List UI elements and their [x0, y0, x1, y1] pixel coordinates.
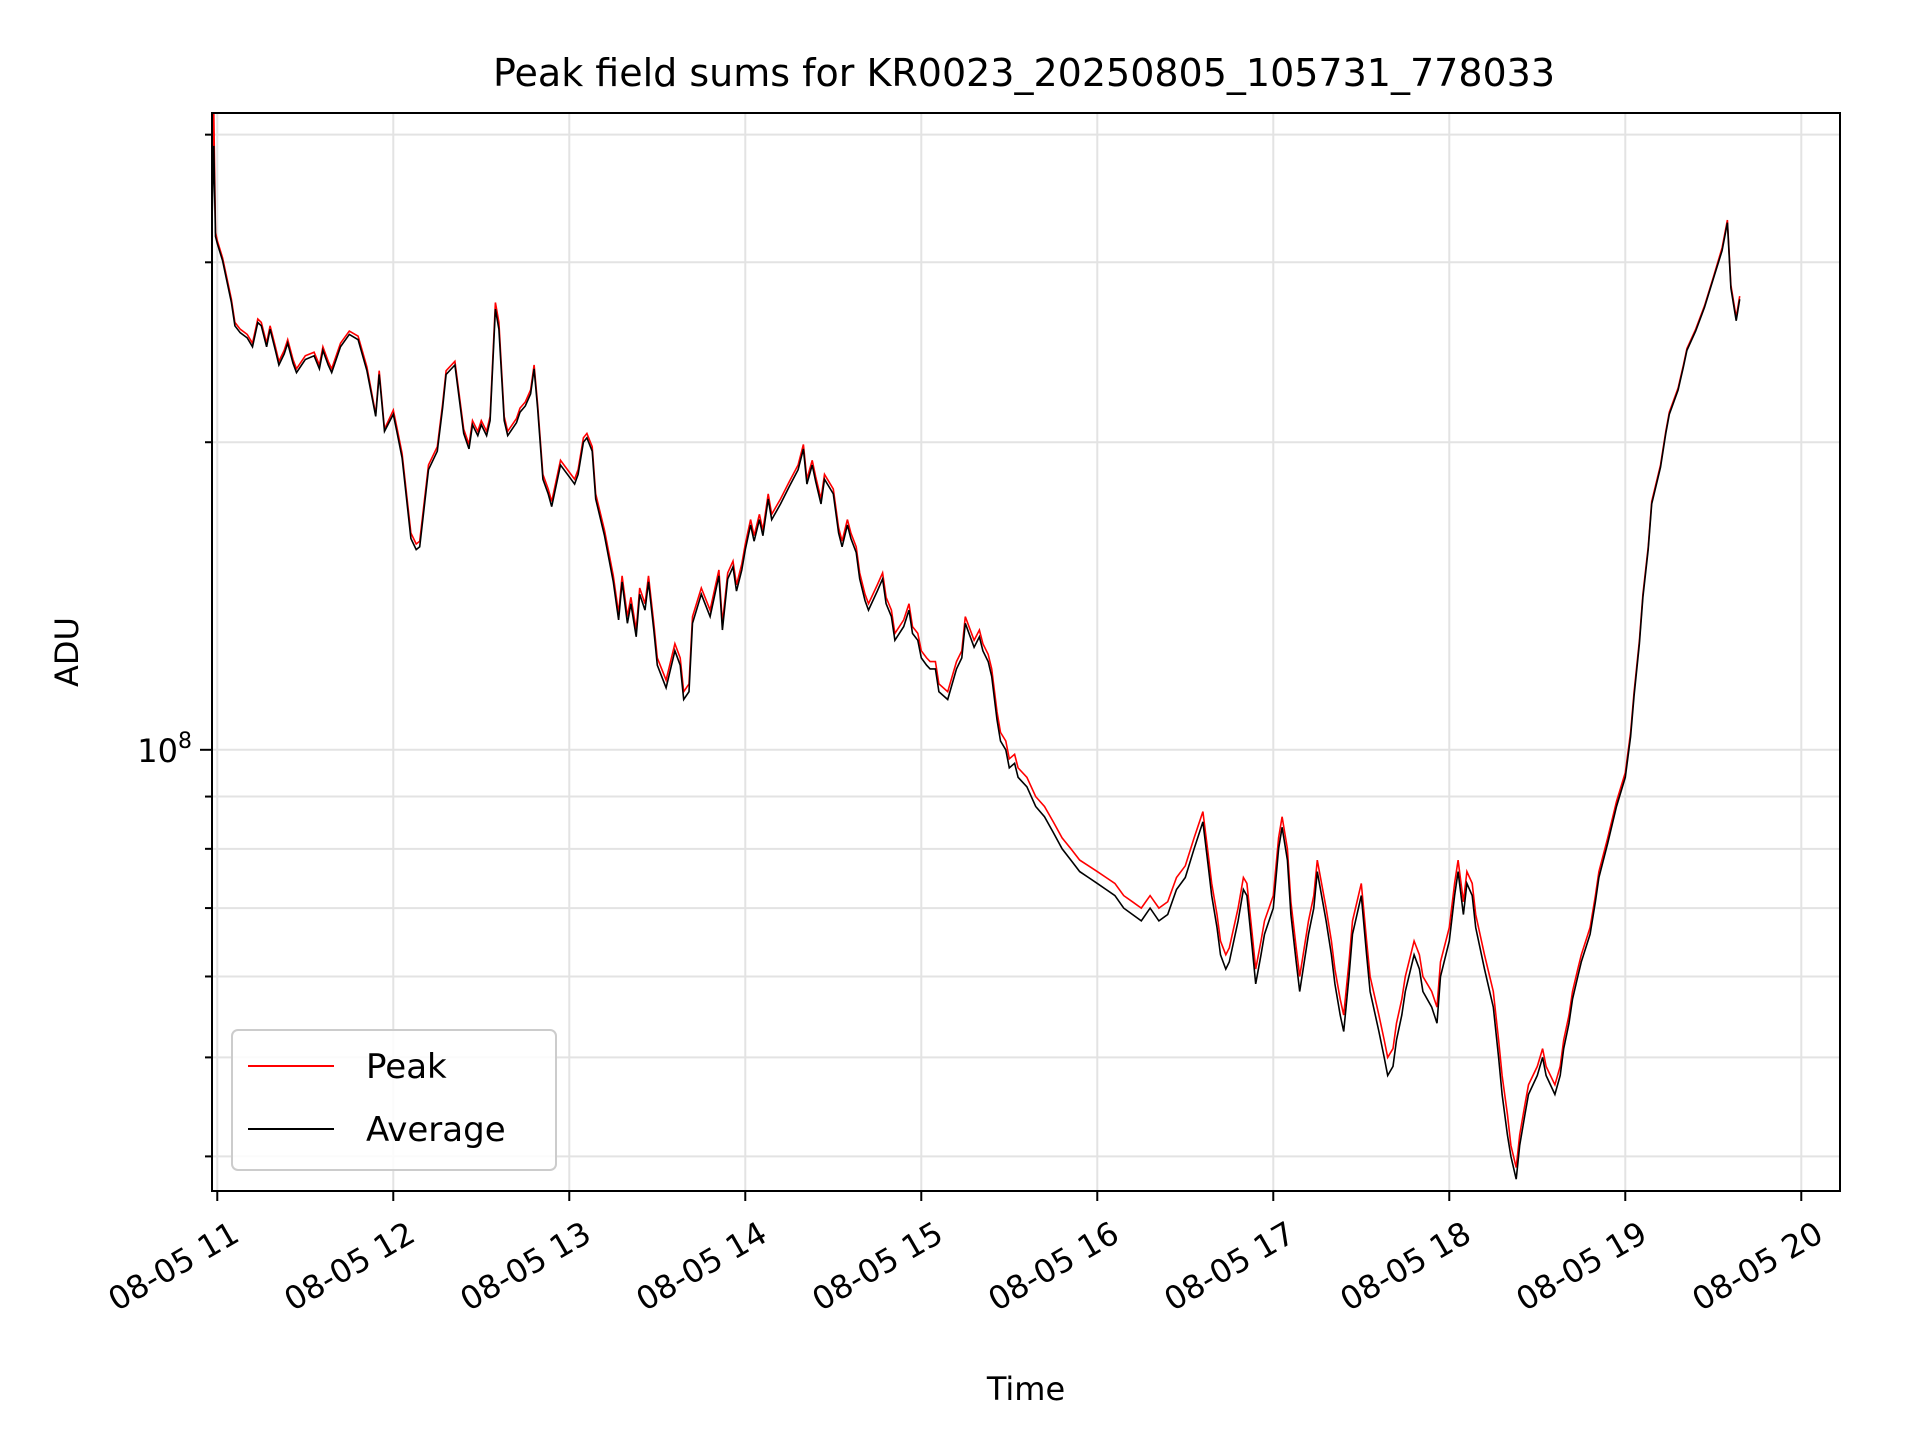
x-tick-label: 08-05 20 [1686, 1214, 1830, 1319]
legend-label-peak: Peak [366, 1047, 447, 1087]
x-axis-ticks: 08-05 11 08-05 12 08-05 13 08-05 14 08-05 15… [102, 1191, 1830, 1319]
x-tick-label: 08-05 17 [1158, 1214, 1302, 1319]
y-axis-label: ADU [48, 617, 86, 687]
x-axis-label: Time [986, 1370, 1065, 1408]
series-line-average [212, 145, 1741, 1180]
x-tick-label: 08-05 11 [102, 1214, 246, 1319]
legend: Peak Average [231, 1029, 557, 1171]
series-line-peak [212, 113, 1741, 1168]
plot-area-frame [211, 112, 1841, 1192]
y-tick-label: 108 [137, 729, 192, 770]
x-tick-label: 08-05 18 [1334, 1214, 1478, 1319]
x-tick-label: 08-05 12 [278, 1214, 422, 1319]
x-tick-label: 08-05 13 [454, 1214, 598, 1319]
y-axis-ticks: 108 [137, 133, 212, 1158]
x-tick-label: 08-05 16 [982, 1214, 1126, 1319]
x-tick-label: 08-05 14 [630, 1214, 774, 1319]
chart-title: Peak field sums for KR0023_20250805_1057… [493, 51, 1555, 95]
x-tick-label: 08-05 19 [1510, 1214, 1654, 1319]
series-lines [212, 113, 1741, 1180]
legend-label-average: Average [366, 1110, 506, 1150]
x-tick-label: 08-05 15 [806, 1214, 950, 1319]
